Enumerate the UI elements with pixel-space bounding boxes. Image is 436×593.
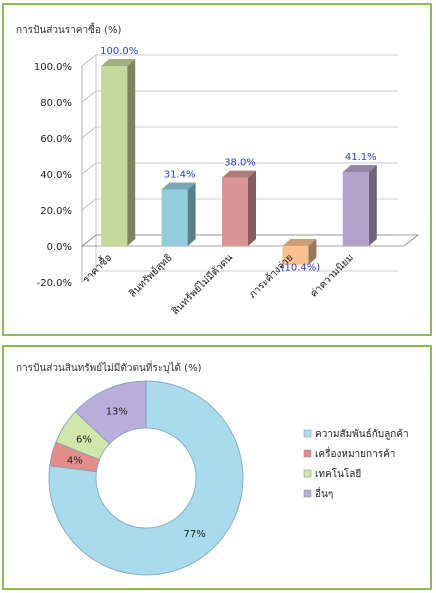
grid-diagonal (81, 270, 97, 283)
y-tick-label: 80.0% (40, 98, 72, 109)
y-tick-label: 0.0% (47, 242, 72, 253)
grid-diagonal (81, 198, 97, 211)
bar-top (222, 170, 256, 178)
bar-side (127, 59, 136, 246)
legend-entry: เครื่องหมายการค้า (315, 446, 395, 460)
x-tick-label: สินทรัพย์สุทธิ (127, 252, 175, 300)
bar-data-label: 31.4% (164, 169, 196, 180)
bar-side (248, 170, 256, 246)
y-tick-label: 20.0% (40, 206, 72, 217)
legend-swatch (303, 469, 312, 478)
donut-chart-title: การปันส่วนสินทรัพย์ไม่มีตัวตนที่ระบุได้ … (16, 363, 202, 374)
bar-front (342, 172, 369, 246)
donut-slice (74, 380, 147, 445)
bar-data-label: 100.0% (100, 46, 138, 57)
legend-entry: ความสัมพันธ์กับลูกค้า (315, 428, 409, 440)
bar (282, 239, 317, 265)
grid-diagonal (81, 90, 97, 103)
grid-diagonal (81, 126, 97, 139)
x-tick-label: ราคาซื้อ (79, 250, 114, 285)
bar-data-label: (10.4%) (281, 263, 321, 274)
donut-chart-panel: การปันส่วนสินทรัพย์ไม่มีตัวตนที่ระบุได้ … (2, 345, 432, 590)
bar-top (101, 59, 136, 66)
bar-chart-title: การปันส่วนราคาซื้อ (%) (16, 25, 122, 36)
bar-side (187, 182, 196, 246)
bar-front (222, 177, 248, 246)
bar-side (368, 165, 377, 246)
slice-data-label: 6% (76, 435, 92, 446)
donut-slice (48, 380, 244, 576)
bar-top (282, 239, 317, 246)
slice-data-label: 13% (106, 407, 128, 418)
bar (222, 170, 256, 246)
slice-data-label: 77% (183, 529, 205, 540)
legend-entry: อื่นๆ (315, 486, 333, 500)
x-tick-label: ค่าความนิยม (308, 252, 355, 299)
legend-entry: เทคโนโลยี (315, 467, 361, 480)
x-tick-label: ภาระค้างจ่าย (246, 252, 295, 301)
bar-top (161, 182, 196, 190)
bar-data-label: 38.0% (224, 158, 256, 169)
bar (161, 182, 196, 246)
y-tick-label: 100.0% (34, 62, 72, 73)
grid-diagonal (81, 54, 97, 67)
bar (342, 165, 377, 246)
legend-swatch (303, 449, 312, 458)
bar-front (101, 66, 128, 246)
legend-swatch (303, 429, 312, 438)
bar (101, 59, 136, 246)
bar-side (308, 239, 317, 265)
x-tick-label: สินทรัพย์ไม่มีตัวตน (169, 252, 235, 318)
slice-data-label: 4% (67, 456, 83, 467)
y-tick-label: -20.0% (37, 278, 72, 289)
bar-chart: -20.0% 0.0% 20.0% 40.0% 60.0% 80.0% 100.0% 100.… (34, 46, 420, 318)
grid-diagonal (81, 162, 97, 175)
legend-swatch (303, 489, 312, 498)
y-tick-label: 40.0% (40, 170, 72, 181)
bar-front (282, 246, 309, 265)
donut-chart: 77% 4% 6% 13% ความสัมพันธ์กับลูกค้าเครื่องหม… (48, 380, 409, 576)
bar-front (161, 189, 188, 246)
bar-data-label: 41.1% (345, 152, 377, 163)
bar-top (342, 165, 377, 173)
bar-chart-panel: การปันส่วนราคาซื้อ (%) -20.0% 0.0% 20.0% 40… (2, 3, 432, 336)
y-tick-label: 60.0% (40, 134, 72, 145)
